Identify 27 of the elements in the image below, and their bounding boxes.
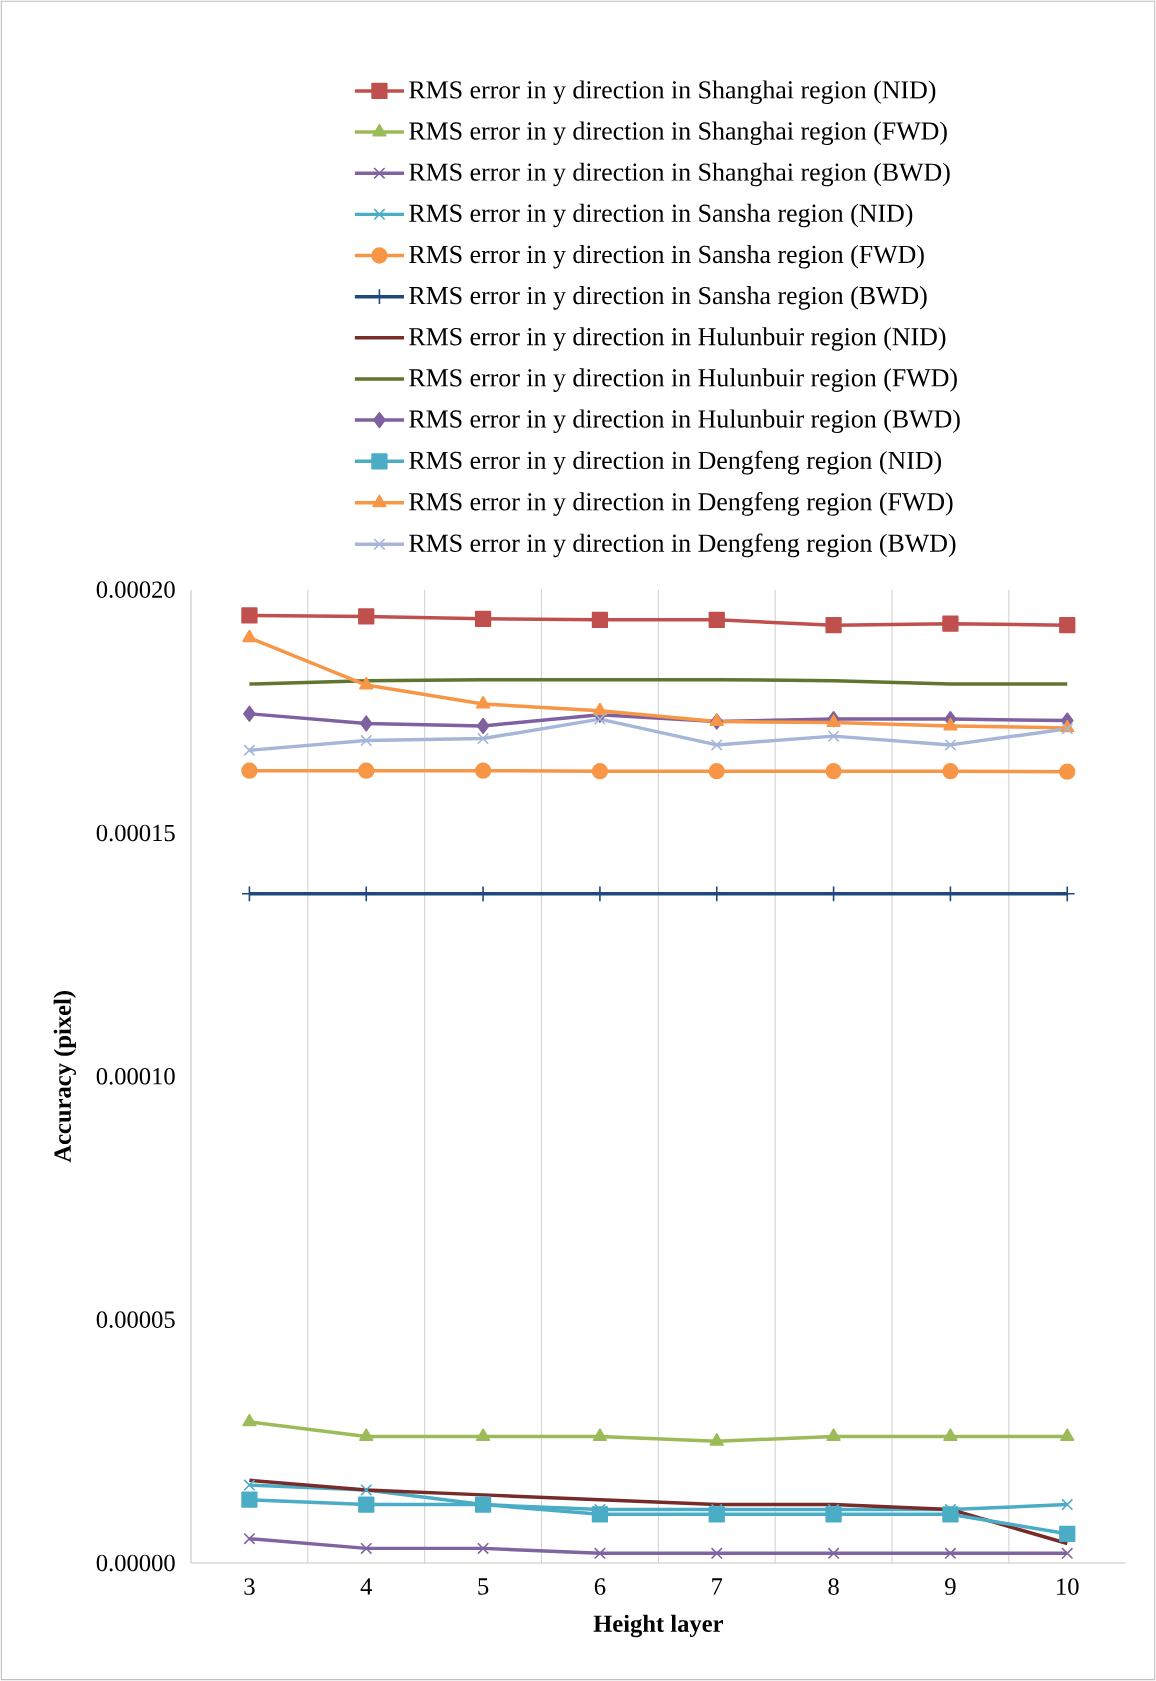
y-axis-title: Accuracy (pixel) (53, 991, 77, 1163)
legend-label: RMS error in y direction in Hulunbuir region (BWD) (409, 409, 960, 434)
x-tick-label: 10 (1057, 1578, 1079, 1595)
legend-label: RMS error in y direction in Sansha region (FWD) (409, 244, 924, 269)
y-tick-label: 0.00015 (96, 824, 175, 842)
x-tick-label: 4 (360, 1578, 373, 1595)
legend-label: RMS error in y direction in Sansha region (NID) (409, 203, 913, 228)
legend-label: RMS error in y direction in Hulunbuir region (NID) (409, 327, 946, 351)
x-tick-label: 5 (478, 1578, 489, 1595)
legend-label: RMS error in y direction in Dengfeng region (NID) (409, 450, 942, 475)
x-tick-label: 8 (828, 1578, 839, 1595)
legend-label: RMS error in y direction in Dengfeng region (FWD) (409, 492, 953, 516)
x-tick-label: 6 (594, 1578, 606, 1595)
x-tick-label: 9 (945, 1578, 956, 1595)
legend-label: RMS error in y direction in Dengfeng region (BWD) (409, 533, 956, 558)
x-tick-label: 3 (244, 1578, 255, 1595)
x-tick-label: 7 (712, 1578, 723, 1595)
y-tick-label: 0.00010 (96, 1067, 175, 1085)
legend-label: RMS error in y direction in Shanghai region (BWD) (409, 162, 950, 187)
legend-label: RMS error in y direction in Sansha region (BWD) (409, 286, 927, 310)
y-tick-label: 0.00000 (96, 1554, 175, 1572)
y-tick-label: 0.00005 (96, 1311, 175, 1329)
y-tick-label: 0.00020 (96, 581, 175, 598)
legend-label: RMS error in y direction in Shanghai region (NID) (409, 80, 936, 104)
legend-label: RMS error in y direction in Hulunbuir region (FWD) (409, 368, 957, 392)
x-axis-title: Height layer (593, 1614, 723, 1638)
legend-label: RMS error in y direction in Shanghai region (FWD) (409, 121, 947, 146)
